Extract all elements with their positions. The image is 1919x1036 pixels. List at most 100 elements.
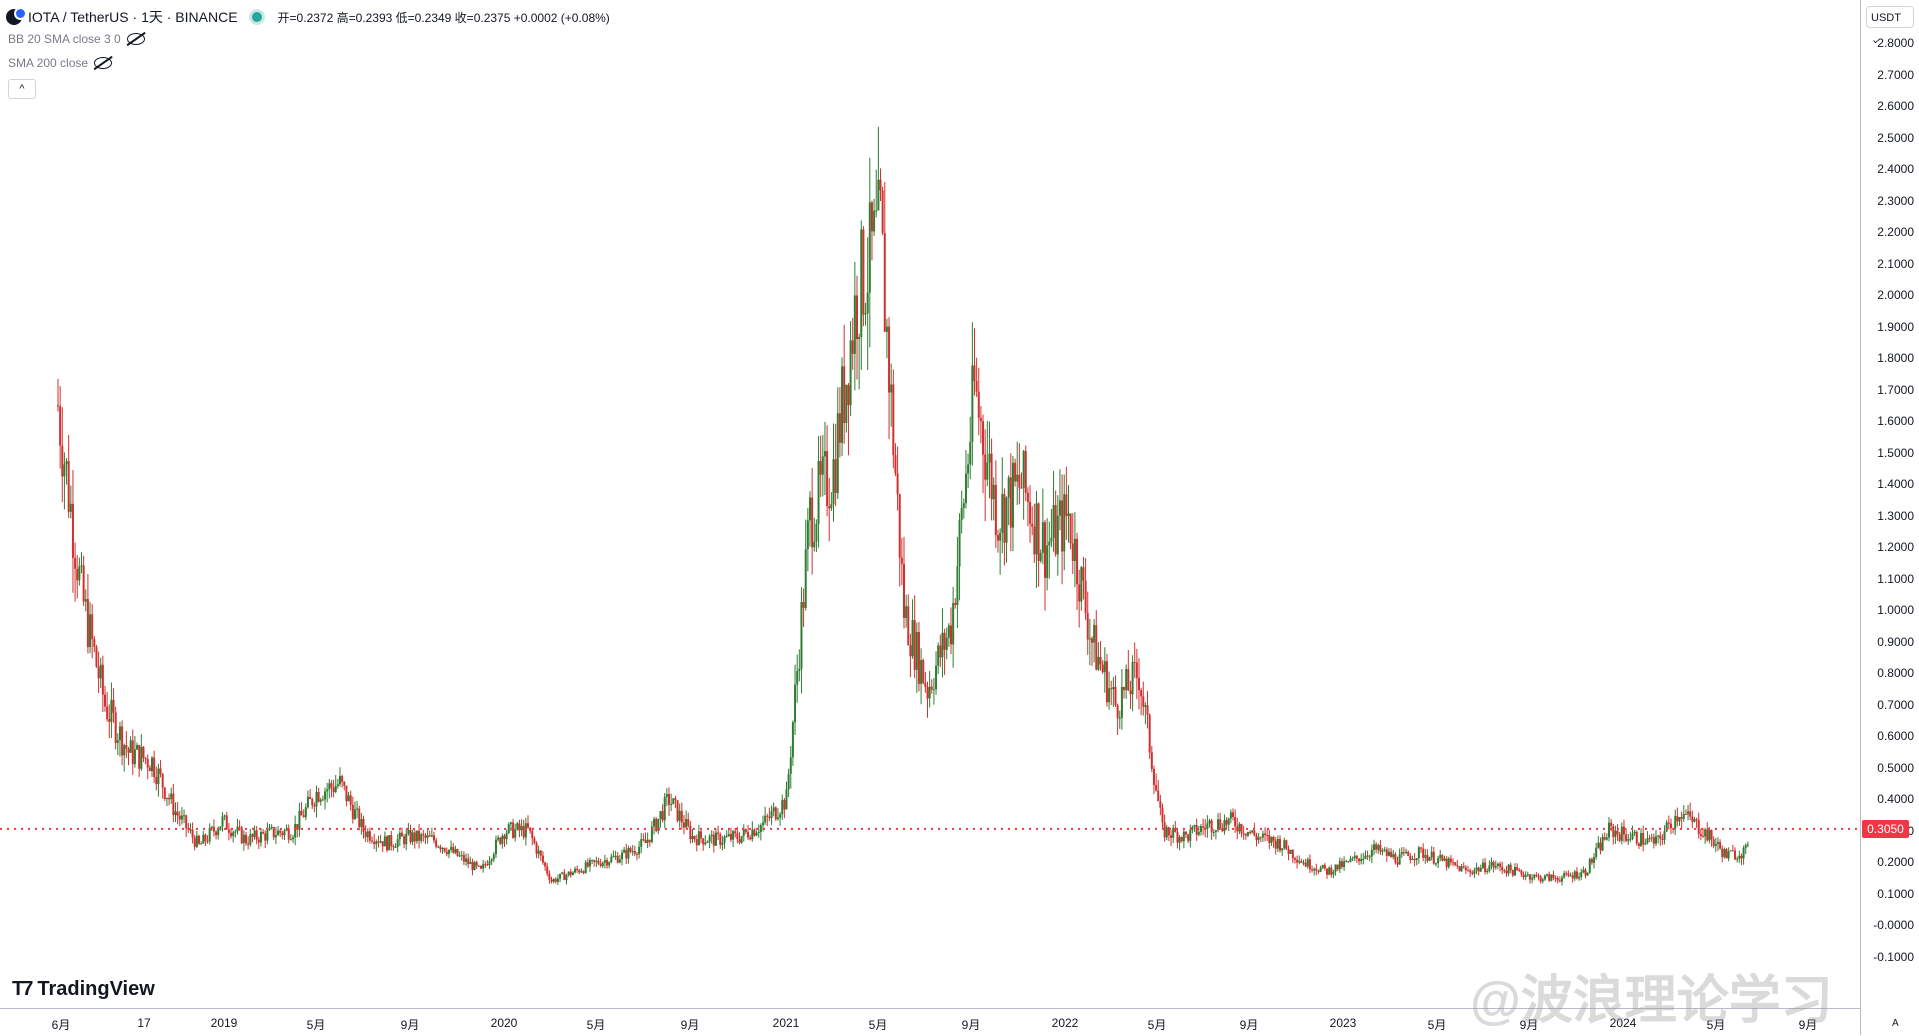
candle-body (697, 831, 700, 846)
candle-body (879, 179, 882, 191)
candle-body (1018, 474, 1021, 488)
candle-body (744, 829, 747, 832)
candle-body (655, 818, 658, 831)
candle-body (1232, 812, 1234, 817)
collapse-indicators-button[interactable]: ^ (8, 79, 36, 99)
candle-body (715, 832, 717, 846)
candle-body (1116, 705, 1119, 719)
candle-body (1046, 545, 1049, 578)
time-scale[interactable]: 6月 17 2019 5月 9月 2020 5月 9月 2021 5月 9月 2022 5月 9月 2023… (0, 1008, 1860, 1036)
price-tick: 1.4000 (1877, 477, 1914, 491)
eye-hidden-icon[interactable] (94, 57, 113, 69)
candle-body (544, 862, 547, 867)
price-scale[interactable]: 2.8000 2.7000 2.6000 2.5000 2.4000 2.3000 2.20… (1860, 0, 1919, 1035)
auto-scale-button[interactable]: A (1892, 1018, 1899, 1029)
candle-body (480, 865, 482, 869)
candle-body (204, 834, 207, 842)
candle-body (1071, 543, 1074, 561)
candle-body (1366, 855, 1369, 857)
candle-body (163, 787, 166, 799)
symbol-title[interactable]: IOTA / TetherUS · 1天 · BINANCE (28, 9, 238, 25)
candle-body (1484, 862, 1487, 872)
candle-body (595, 860, 598, 862)
candle-body (772, 807, 775, 812)
candle-body (1264, 833, 1267, 835)
candle-body (268, 827, 271, 831)
chart-area[interactable] (0, 0, 1860, 1008)
candle-body (104, 694, 106, 707)
candle-body (1526, 874, 1529, 876)
candle-body (791, 722, 794, 758)
candle-body (1411, 858, 1414, 860)
candle-body (274, 835, 277, 838)
candle-body (381, 841, 384, 847)
candle-body (499, 837, 502, 844)
candle-body (836, 413, 839, 494)
candle-body (1326, 868, 1328, 875)
tradingview-logo[interactable]: T7 TradingView (12, 978, 155, 1001)
price-tick: 1.6000 (1877, 414, 1914, 428)
candle-body (924, 683, 927, 688)
candle-body (849, 340, 852, 406)
candle-body (868, 202, 871, 293)
candle-body (1120, 687, 1123, 718)
tradingview-logo-text: TradingView (37, 978, 155, 1000)
candle-body (563, 872, 566, 881)
candle-body (1424, 855, 1427, 858)
candle-body (1208, 820, 1211, 824)
indicator-bb[interactable]: BB 20 SMA close 3 0 (8, 32, 145, 46)
time-tick: 17 (137, 1016, 151, 1030)
candle-body (1563, 873, 1566, 878)
candle-body (1561, 877, 1563, 882)
eye-hidden-icon[interactable] (126, 33, 145, 45)
candle-body (1663, 831, 1666, 840)
candle-body (939, 645, 942, 658)
candle-body (1345, 861, 1348, 863)
candle-body (1627, 839, 1630, 841)
indicator-sma[interactable]: SMA 200 close (8, 56, 113, 70)
price-tick: 1.0000 (1877, 603, 1914, 617)
candle-body (749, 837, 752, 840)
candle-body (110, 699, 113, 722)
candle-body (1227, 818, 1230, 825)
candle-body (148, 767, 151, 772)
candle-body (1199, 826, 1202, 832)
tradingview-mark-icon: T7 (12, 978, 33, 1000)
candle-body (862, 229, 865, 315)
price-tick: 2.0000 (1877, 288, 1914, 302)
candle-body (1392, 854, 1395, 858)
candle-body (236, 826, 239, 832)
candle-body (1037, 503, 1040, 561)
candle-body (516, 823, 519, 830)
candle-body (1456, 865, 1459, 867)
candle-body (1642, 832, 1645, 845)
candle-body (1287, 848, 1290, 854)
candle-body (1659, 835, 1662, 839)
candle-body (1052, 505, 1055, 538)
candle-body (133, 749, 136, 765)
candle-body (424, 835, 427, 838)
candle-body (368, 831, 371, 841)
candle-body (1678, 817, 1681, 822)
candle-body (618, 859, 621, 863)
candle-body (997, 535, 999, 541)
candle-body (458, 855, 461, 857)
candle-body (1155, 785, 1158, 791)
candle-body (1197, 831, 1200, 835)
candle-body (1253, 830, 1256, 836)
currency-select[interactable]: USDT ⌄ (1866, 6, 1914, 46)
candle-body (695, 839, 698, 846)
candle-body (1321, 864, 1324, 868)
candle-body (710, 834, 713, 837)
candle-body (512, 822, 515, 838)
candle-body (364, 831, 367, 838)
time-tick: 9月 (400, 1018, 420, 1032)
candle-body (616, 855, 619, 863)
price-chart[interactable] (0, 0, 1860, 1008)
candle-body (473, 862, 476, 871)
candle-body (343, 781, 346, 786)
candle-body (1202, 826, 1205, 828)
candle-body (554, 879, 557, 882)
candle-body (1528, 874, 1531, 880)
candle-body (640, 839, 643, 847)
